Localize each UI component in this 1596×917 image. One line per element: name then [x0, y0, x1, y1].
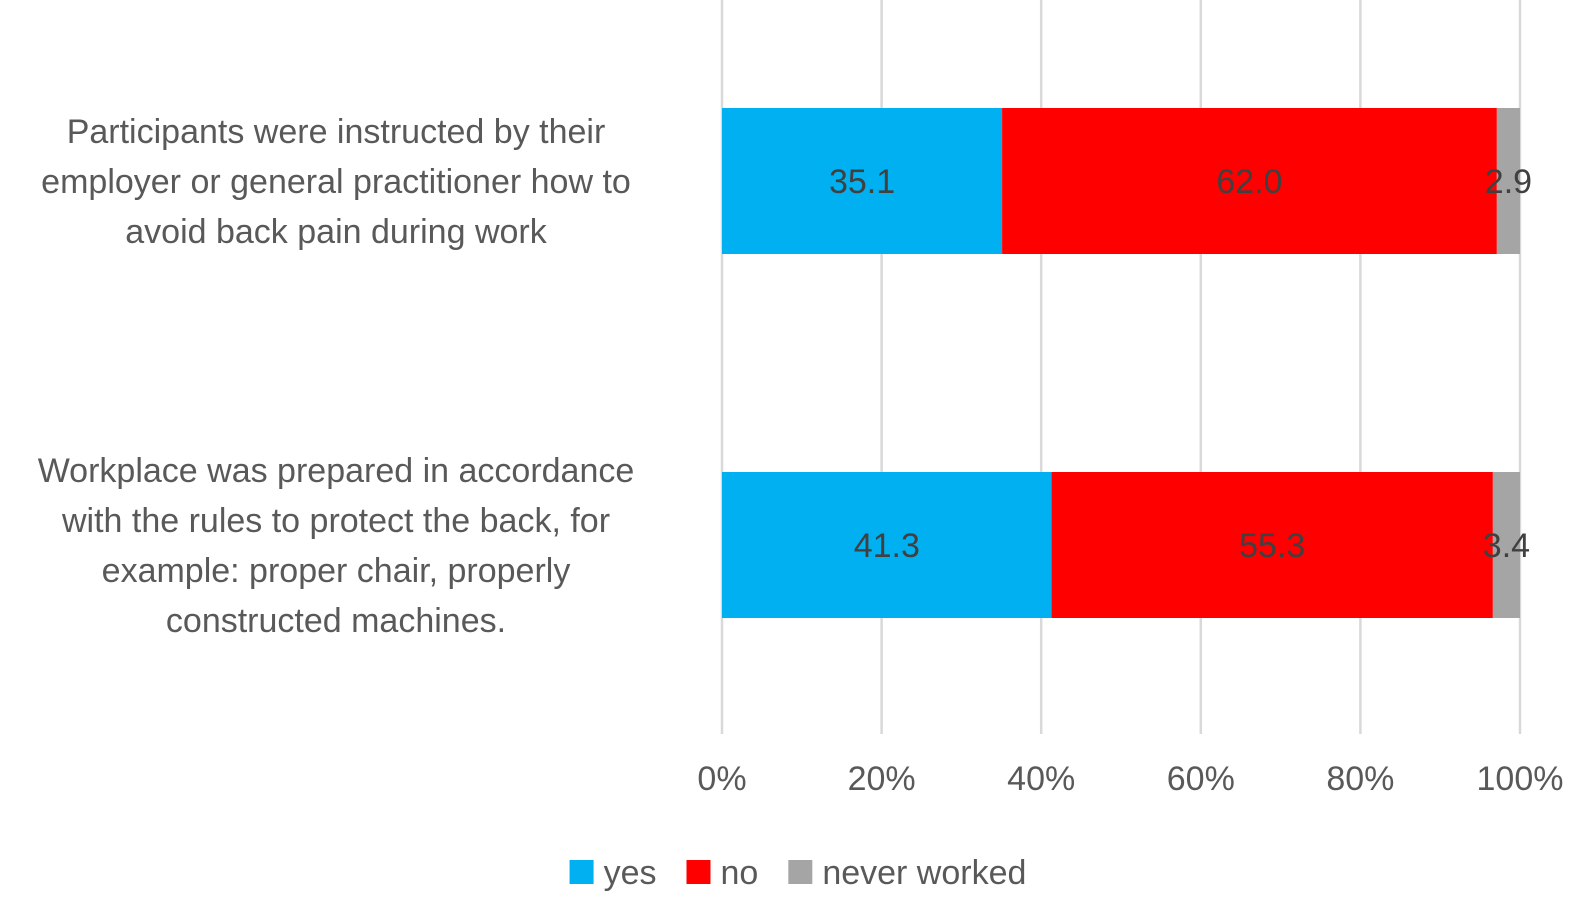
category-label-line: example: proper chair, properly	[102, 552, 571, 590]
data-label: 35.1	[829, 163, 895, 201]
category-label-line: Workplace was prepared in accordance	[38, 452, 635, 490]
data-label: 2.9	[1485, 163, 1532, 201]
legend: yes no never worked	[569, 854, 1026, 892]
legend-swatch-yes	[569, 860, 594, 884]
data-label-layer: 35.1 62.0 2.9 41.3 55.3 3.4	[829, 163, 1532, 565]
x-tick-label: 60%	[1167, 760, 1235, 798]
category-label-line: Participants were instructed by their	[67, 113, 606, 151]
bar-segment-no	[1002, 108, 1497, 254]
x-tick-label: 20%	[848, 760, 916, 798]
bar-segment-yes	[722, 472, 1052, 618]
x-tick-label: 40%	[1007, 760, 1075, 798]
bar-segment-never-worked	[1496, 108, 1520, 254]
bar-layer	[722, 108, 1520, 618]
category-label-line: employer or general practitioner how to	[41, 163, 631, 201]
x-tick-label: 0%	[697, 760, 746, 798]
category-label-line: constructed machines.	[166, 602, 506, 640]
category-label-line: avoid back pain during work	[125, 213, 547, 251]
x-tick-layer: 0% 20% 40% 60% 80% 100%	[697, 760, 1563, 798]
x-tick-label: 100%	[1477, 760, 1564, 798]
data-label: 3.4	[1483, 527, 1530, 565]
legend-label: no	[720, 854, 758, 892]
data-label: 41.3	[854, 527, 920, 565]
x-tick-label: 80%	[1326, 760, 1394, 798]
data-label: 55.3	[1239, 527, 1305, 565]
bar-segment-never-worked	[1492, 472, 1520, 618]
bar-segment-no	[1051, 472, 1493, 618]
legend-label: never worked	[822, 854, 1026, 892]
legend-swatch-never-worked	[788, 860, 813, 884]
legend-swatch-no	[686, 860, 711, 884]
category-label-layer: Participants were instructed by their emp…	[38, 113, 635, 640]
category-label-line: with the rules to protect the back, for	[61, 502, 610, 540]
bar-segment-yes	[722, 108, 1003, 254]
data-label: 62.0	[1216, 163, 1282, 201]
legend-label: yes	[604, 854, 657, 892]
